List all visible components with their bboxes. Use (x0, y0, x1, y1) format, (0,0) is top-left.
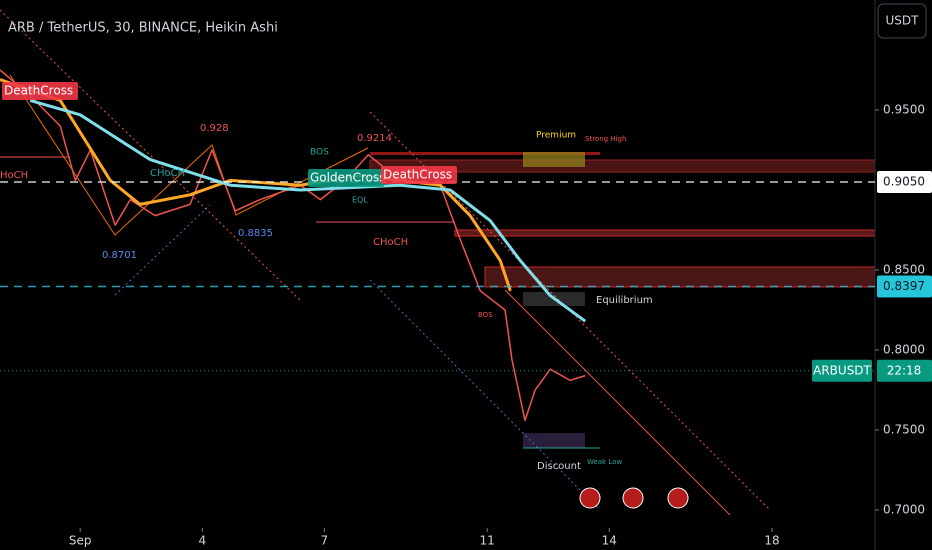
series-line (0, 78, 512, 292)
annotation: Premium (536, 131, 576, 141)
annotation-box (2, 82, 78, 100)
price-label-box (877, 171, 932, 193)
y-tick-label: 0.9500 (883, 103, 925, 117)
x-tick-label: Sep (69, 534, 92, 548)
annotation: 0.9214 (357, 133, 392, 144)
y-tick-label: 0.7000 (883, 503, 925, 517)
annotation: HoCH (0, 170, 28, 181)
event-icon (667, 487, 689, 509)
y-tick-label: 0.8000 (883, 343, 925, 357)
annotation: Equilibrium (596, 295, 653, 306)
annotation: BOS (478, 311, 493, 319)
chart-title: ARB / TetherUS, 30, BINANCE, Heikin Ashi (8, 21, 278, 36)
annotation: 0.8701 (102, 250, 137, 261)
annotation: 0.8835 (238, 228, 273, 239)
last-symbol: ARBUSDT (813, 363, 871, 377)
annotation: 0.928 (200, 123, 229, 134)
annotation: Discount (537, 461, 581, 472)
y-tick-label: 0.8500 (883, 263, 925, 277)
discount-zone (523, 433, 585, 448)
annotation: BOS (310, 148, 329, 158)
annotation: DeathCross (4, 84, 73, 98)
annotation-box (381, 166, 457, 184)
currency-label[interactable]: USDT (886, 14, 920, 28)
trend-line (504, 289, 731, 516)
series-line (29, 98, 587, 323)
x-tick-label: 18 (764, 534, 779, 548)
x-tick-label: 14 (602, 534, 617, 548)
annotation-box (308, 169, 384, 187)
countdown: 22:18 (887, 363, 922, 377)
y-tick-label: 0.7500 (883, 423, 925, 437)
x-tick-label: 4 (198, 534, 206, 548)
annotation: GoldenCross (310, 171, 385, 185)
x-tick-label: 11 (480, 534, 495, 548)
event-icon (622, 487, 644, 509)
trend-line (369, 111, 771, 511)
events (579, 487, 689, 509)
price-label-box (877, 275, 932, 298)
event-icon (579, 487, 601, 509)
zone (484, 266, 876, 288)
price-label: 0.9050 (883, 175, 925, 189)
annotation: EQL (352, 196, 368, 205)
price-label: 0.8397 (883, 279, 925, 293)
premium-zone (523, 152, 585, 167)
countdown-box (877, 359, 932, 382)
trend-line (114, 204, 211, 296)
annotation: CHoCH (373, 237, 408, 248)
annotation: DeathCross (383, 168, 452, 182)
trend-line (369, 279, 601, 511)
x-tick-label: 7 (321, 534, 329, 548)
series-line (0, 69, 586, 422)
annotation: Weak Low (587, 458, 622, 466)
last-symbol-box (812, 359, 872, 382)
currency-button[interactable] (877, 3, 927, 39)
annotation: Strong High (585, 135, 626, 143)
annotation: CHoCH (150, 168, 185, 179)
zone-line (370, 152, 600, 155)
zone (454, 229, 876, 237)
